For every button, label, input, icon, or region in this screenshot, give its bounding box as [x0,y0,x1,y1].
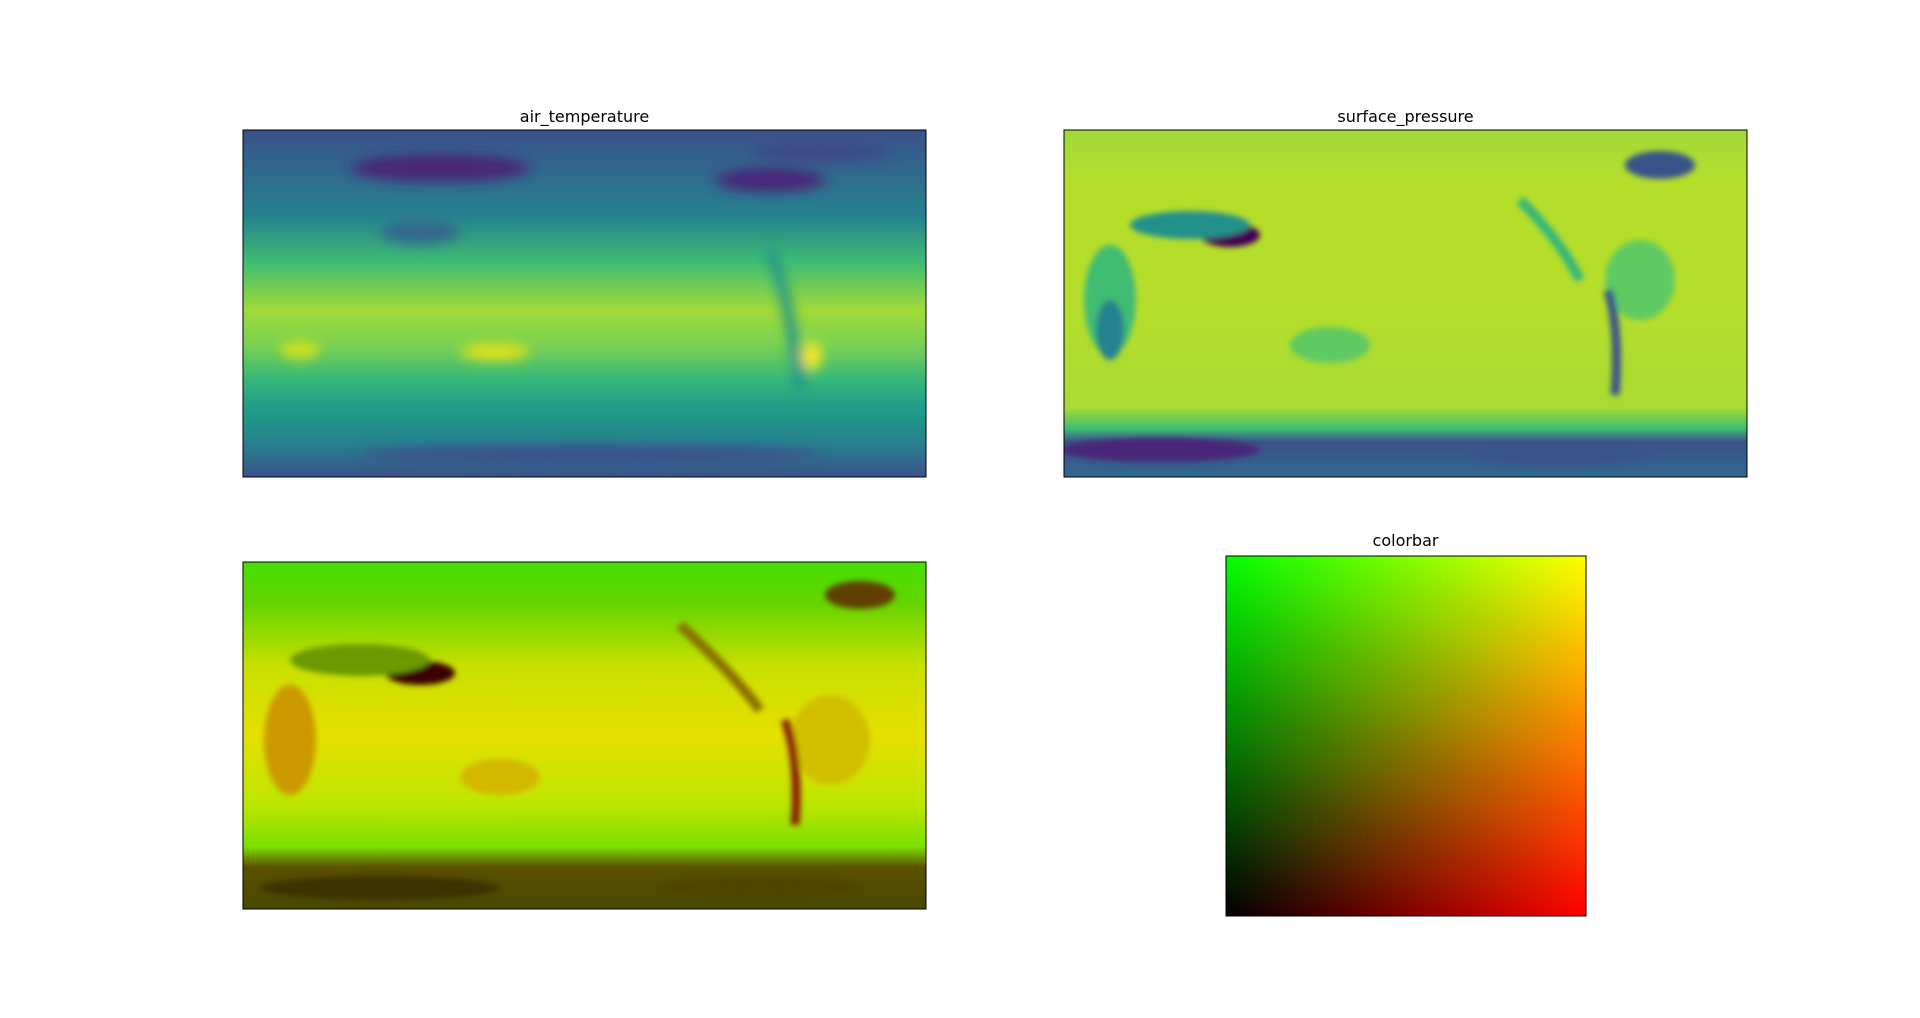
panel-title-colorbar: colorbar [1373,531,1439,550]
panel-title-surface-pressure: surface_pressure [1337,107,1473,127]
axes-frame-surface-pressure [1063,129,1748,478]
axes-frame-colorbar [1225,555,1587,917]
heatmap-surface-pressure [1064,130,1747,477]
colorbar-key [1226,556,1586,916]
axes-frame-composite [242,561,927,910]
panel-colorbar: colorbar [1225,531,1587,917]
axes-frame-air-temperature [242,129,927,478]
panel-surface-pressure: surface_pressure [1063,107,1748,478]
panel-title-air-temperature: air_temperature [520,107,649,127]
panel-air-temperature: air_temperature [242,107,927,478]
heatmap-air-temperature [243,130,926,477]
panel-composite [242,561,927,910]
heatmap-composite [243,562,926,909]
